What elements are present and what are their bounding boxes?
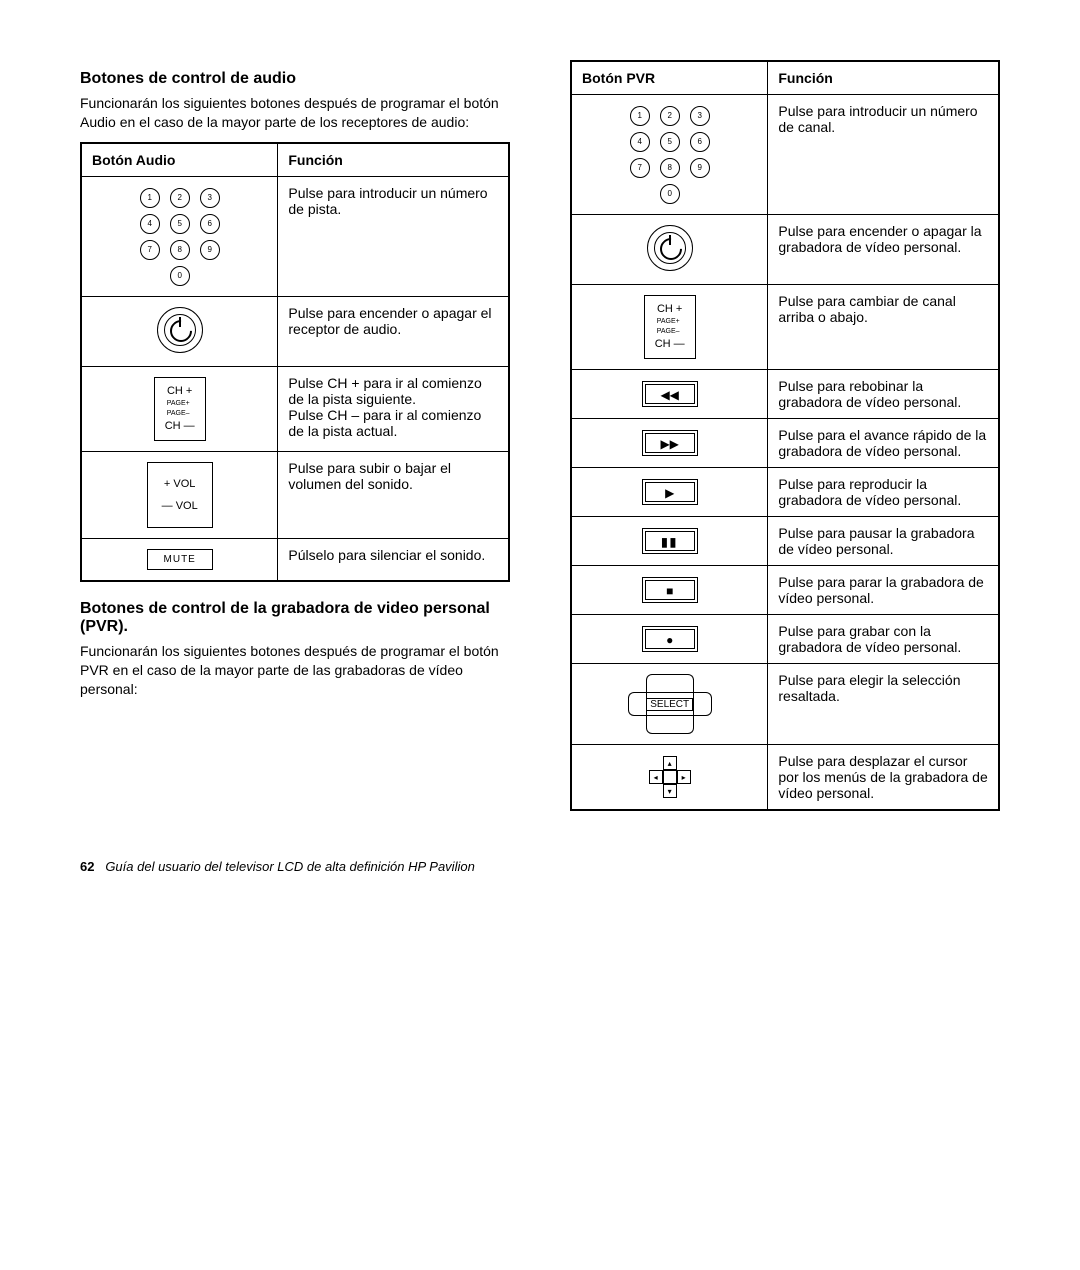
ch-icon: CH + PAGE+ PAGE– CH — (571, 285, 768, 370)
keypad-icon: 123 456 789 0 (571, 95, 768, 215)
audio-row-ch: Pulse CH + para ir al comienzo de la pis… (278, 366, 509, 451)
pvr-row-select: Pulse para elegir la selección resaltada… (768, 664, 999, 745)
audio-row-power: Pulse para encender o apagar el receptor… (278, 296, 509, 366)
nav-icon: ▴ ◂▸ ▾ (571, 745, 768, 811)
pvr-row-play: Pulse para reproducir la grabadora de ví… (768, 468, 999, 517)
ch-icon: CH + PAGE+ PAGE– CH — (81, 366, 278, 451)
footer-title: Guía del usuario del televisor LCD de al… (105, 859, 475, 874)
play-icon: ▶ (571, 468, 768, 517)
page-footer: 62 Guía del usuario del televisor LCD de… (80, 859, 1000, 874)
audio-row-keypad: Pulse para introducir un número de pista… (278, 176, 509, 296)
audio-table: Botón Audio Función 123 456 789 0 Pulse … (80, 142, 510, 582)
pvr-row-keypad: Pulse para introducir un número de canal… (768, 95, 999, 215)
audio-row-vol: Pulse para subir o bajar el volumen del … (278, 452, 509, 539)
pause-icon: ▮▮ (571, 517, 768, 566)
pvr-row-record: Pulse para grabar con la grabadora de ví… (768, 615, 999, 664)
select-icon: SELECT (571, 664, 768, 745)
pvr-intro: Funcionarán los siguientes botones despu… (80, 642, 510, 699)
pvr-row-rew: Pulse para rebobinar la grabadora de víd… (768, 370, 999, 419)
pvr-row-stop: Pulse para parar la grabadora de vídeo p… (768, 566, 999, 615)
pvr-row-pause: Pulse para pausar la grabadora de vídeo … (768, 517, 999, 566)
audio-th-func: Función (278, 143, 509, 177)
audio-row-mute: Púlselo para silenciar el sonido. (278, 539, 509, 582)
rewind-icon: ◀◀ (571, 370, 768, 419)
audio-th-button: Botón Audio (81, 143, 278, 177)
stop-icon: ■ (571, 566, 768, 615)
keypad-icon: 123 456 789 0 (81, 176, 278, 296)
pvr-th-button: Botón PVR (571, 61, 768, 95)
pvr-th-func: Función (768, 61, 999, 95)
power-icon (571, 215, 768, 285)
pvr-heading: Botones de control de la grabadora de vi… (80, 600, 510, 636)
mute-icon: MUTE (81, 539, 278, 582)
pvr-row-power: Pulse para encender o apagar la grabador… (768, 215, 999, 285)
audio-intro: Funcionarán los siguientes botones despu… (80, 94, 510, 132)
power-icon (81, 296, 278, 366)
vol-icon: + VOL — VOL (81, 452, 278, 539)
page-number: 62 (80, 859, 94, 874)
pvr-table: Botón PVR Función 123 456 789 0 Pulse pa… (570, 60, 1000, 811)
pvr-row-nav: Pulse para desplazar el cursor por los m… (768, 745, 999, 811)
pvr-row-ff: Pulse para el avance rápido de la grabad… (768, 419, 999, 468)
record-icon: ● (571, 615, 768, 664)
pvr-row-ch: Pulse para cambiar de canal arriba o aba… (768, 285, 999, 370)
audio-heading: Botones de control de audio (80, 70, 510, 88)
ff-icon: ▶▶ (571, 419, 768, 468)
